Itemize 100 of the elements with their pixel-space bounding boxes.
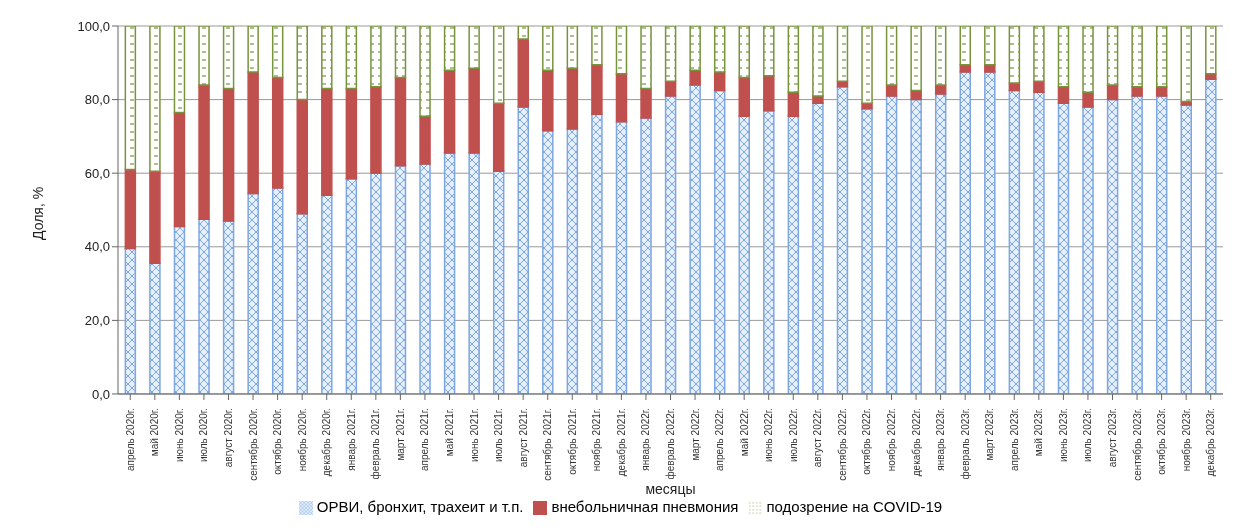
bar xyxy=(1008,26,1021,84)
bar xyxy=(124,247,137,394)
bar xyxy=(517,26,530,40)
x-tick-label: декабрь 2021г. xyxy=(615,407,627,477)
bar xyxy=(173,26,186,114)
bar xyxy=(345,26,358,90)
x-tick-label: май 2023г. xyxy=(1033,407,1045,457)
x-tick-label: июнь 2021г. xyxy=(468,407,480,463)
bar xyxy=(689,84,701,394)
bar xyxy=(959,26,972,66)
bar xyxy=(591,113,603,394)
x-tick-label: июнь 2020г. xyxy=(173,407,185,463)
bar xyxy=(321,194,333,394)
bar xyxy=(124,26,137,171)
bar xyxy=(664,80,677,97)
bar xyxy=(1155,95,1168,394)
x-tick-label: январь 2022г. xyxy=(640,407,652,471)
bar xyxy=(763,74,775,112)
bar xyxy=(247,71,259,195)
bar xyxy=(1205,78,1217,394)
bar xyxy=(419,26,431,117)
bar xyxy=(222,220,235,394)
bar xyxy=(959,71,972,394)
bar xyxy=(370,85,382,174)
y-tick-label: 20,0 xyxy=(84,312,110,328)
x-tick-label: сентябрь 2022г. xyxy=(836,407,848,481)
bar xyxy=(812,102,824,394)
bar xyxy=(763,26,775,77)
bar xyxy=(591,63,603,116)
bar xyxy=(1205,26,1217,75)
x-tick-label: июнь 2023г. xyxy=(1057,407,1069,463)
x-tick-label: август 2022г. xyxy=(812,407,824,468)
bar xyxy=(615,120,628,394)
bar xyxy=(1180,26,1193,103)
bar xyxy=(738,115,751,394)
x-tick-label: март 2021г. xyxy=(394,407,406,461)
bar xyxy=(321,87,333,197)
bar xyxy=(664,26,677,82)
x-tick-label: май 2020г. xyxy=(149,407,161,457)
bar xyxy=(1155,85,1168,97)
y-tick-label: 40,0 xyxy=(84,239,110,255)
bar xyxy=(468,26,480,70)
bar xyxy=(738,26,751,79)
bar xyxy=(149,170,161,265)
x-tick-label: январь 2021г. xyxy=(345,407,357,471)
bar xyxy=(664,95,677,394)
x-tick-label: ноябрь 2023г. xyxy=(1180,407,1192,472)
bar xyxy=(984,71,996,394)
bar xyxy=(934,93,947,394)
bar xyxy=(885,26,898,86)
bar xyxy=(1131,85,1143,97)
y-tick-label: 100,0 xyxy=(77,18,110,34)
bar xyxy=(836,26,849,82)
bar xyxy=(1008,89,1021,394)
bar xyxy=(198,84,210,220)
x-tick-label: сентябрь 2021г. xyxy=(542,407,554,481)
x-tick-label: ноябрь 2020г. xyxy=(296,407,308,472)
bar xyxy=(713,26,726,73)
bar xyxy=(1106,98,1119,394)
x-tick-label: апрель 2021г. xyxy=(419,407,431,472)
bar xyxy=(1082,91,1094,108)
x-tick-label: ноябрь 2022г. xyxy=(886,407,897,472)
x-tick-label: август 2023г. xyxy=(1107,407,1118,468)
bar xyxy=(566,26,579,70)
bar xyxy=(910,98,922,394)
x-tick-label: март 2022г. xyxy=(689,407,701,461)
x-tick-label: июль 2020г. xyxy=(198,407,210,463)
bar xyxy=(271,26,284,79)
x-tick-label: февраль 2021г. xyxy=(370,407,382,480)
x-tick-label: август 2021г. xyxy=(517,407,529,468)
bar xyxy=(542,69,554,132)
bar xyxy=(419,115,431,165)
bar xyxy=(713,89,726,394)
bar xyxy=(517,38,530,108)
bar xyxy=(149,262,161,394)
bar xyxy=(247,192,259,394)
bar xyxy=(492,102,505,173)
x-tick-label: апрель 2022г. xyxy=(714,407,726,472)
bar xyxy=(492,26,505,105)
x-tick-label: февраль 2022г. xyxy=(665,407,676,480)
bar xyxy=(640,117,652,394)
bar xyxy=(247,26,259,73)
bar xyxy=(419,163,431,394)
bar xyxy=(984,26,996,66)
bar xyxy=(1180,104,1193,394)
bar xyxy=(1131,95,1143,394)
x-tick-label: октябрь 2020г. xyxy=(272,407,284,475)
x-tick-label: декабрь 2022г. xyxy=(910,407,922,477)
x-tick-label: февраль 2023г. xyxy=(959,407,971,480)
x-tick-label: июль 2023г. xyxy=(1082,407,1094,463)
x-tick-label: октябрь 2023г. xyxy=(1156,407,1168,475)
y-axis-title: Доля, % xyxy=(29,186,46,240)
bar xyxy=(345,177,358,394)
bar xyxy=(222,87,235,222)
bar xyxy=(468,67,480,154)
x-tick-label: декабрь 2020г. xyxy=(321,407,333,477)
bar xyxy=(443,26,456,71)
bar xyxy=(124,168,137,250)
bar xyxy=(345,87,358,180)
x-tick-label: август 2020г. xyxy=(223,407,234,468)
